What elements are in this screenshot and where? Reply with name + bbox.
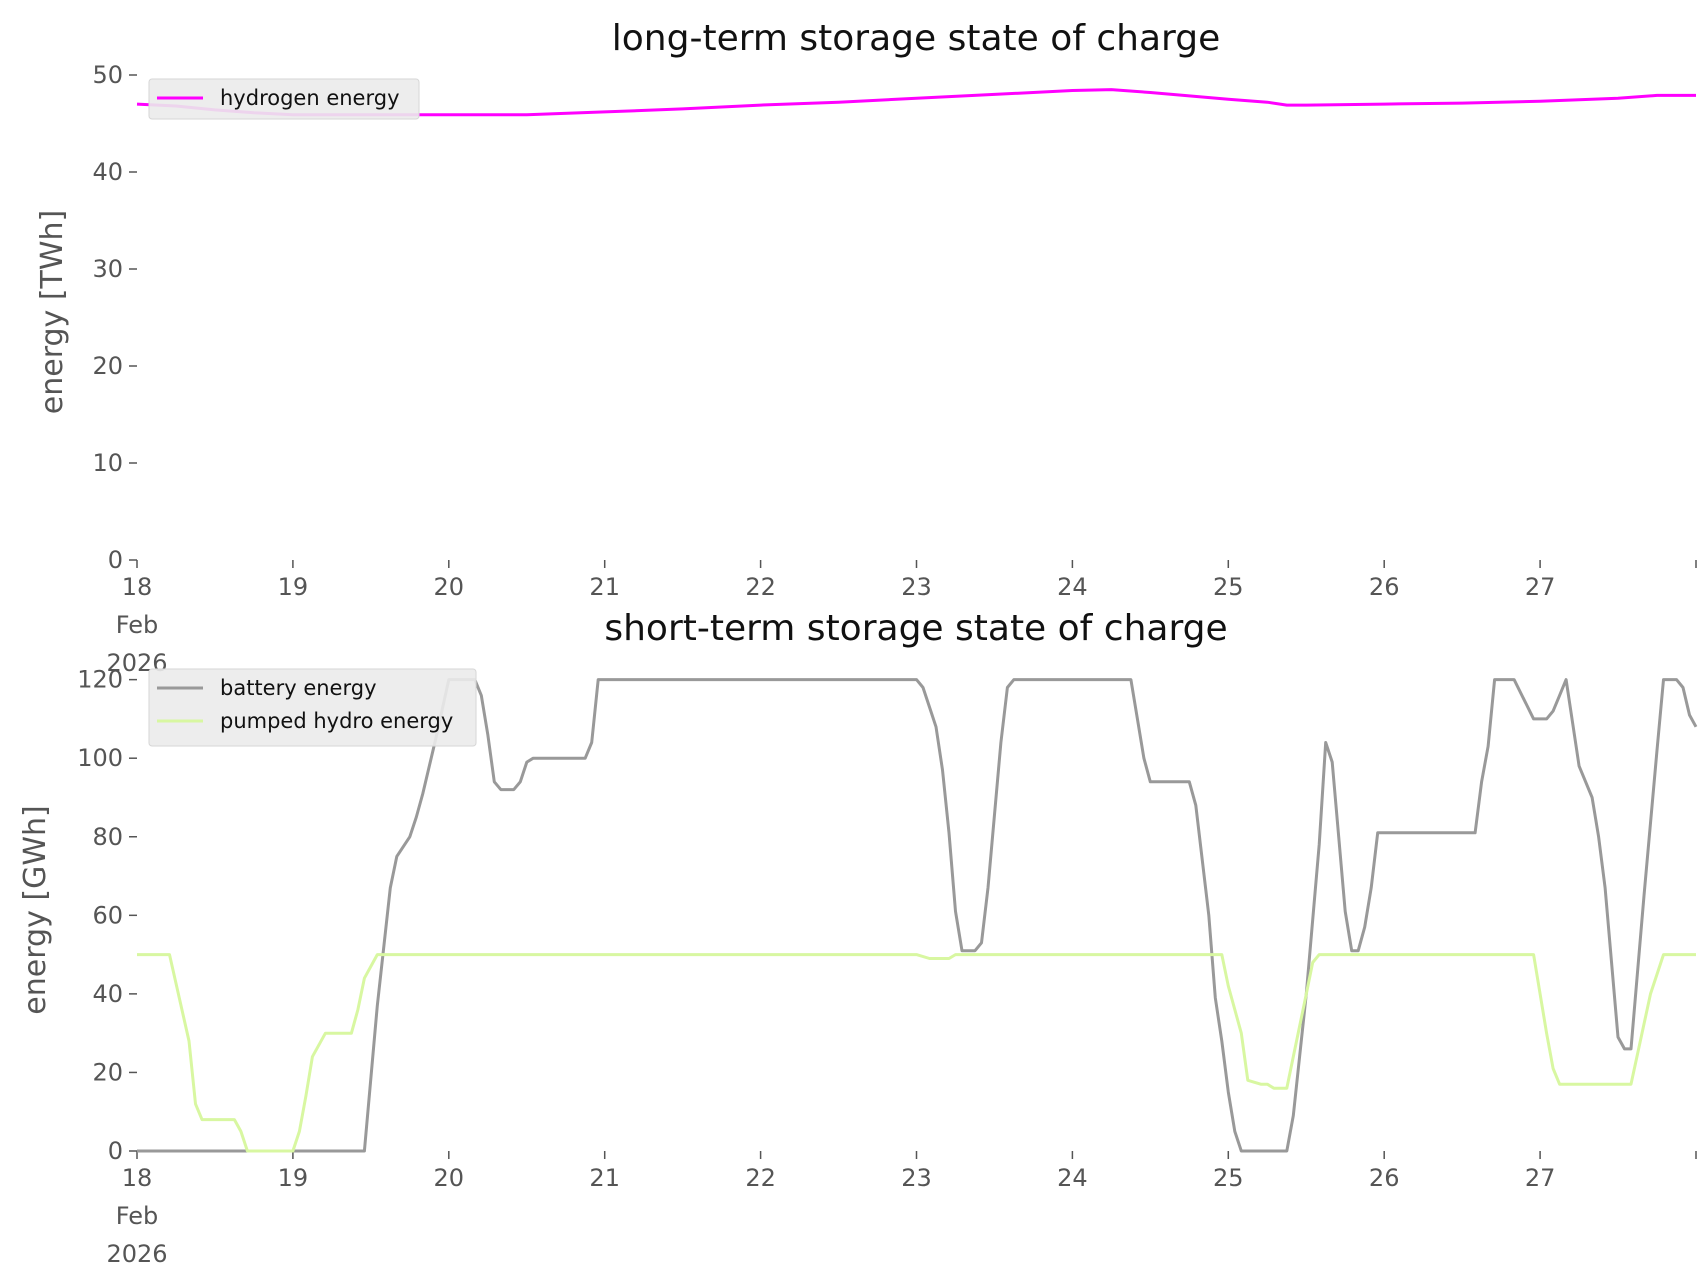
- x-tick-label: 18 Feb 2026: [106, 573, 167, 677]
- y-tick-label: 0: [108, 1137, 123, 1165]
- x-tick-label: 25: [1213, 1164, 1244, 1192]
- y-axis-ticks: 0 20 40 60 80 100 120: [77, 666, 137, 1165]
- x-tick-label: 26: [1369, 1164, 1400, 1192]
- y-axis-label: energy [TWh]: [35, 210, 70, 414]
- pumped-hydro-energy-line: [137, 953, 1696, 1153]
- legend: hydrogen energy: [148, 78, 420, 120]
- battery-energy-line: [137, 678, 1698, 1153]
- y-tick-label: 30: [92, 255, 123, 283]
- y-axis-ticks: 0 10 20 30 40 50: [92, 61, 137, 574]
- x-tick-label: 19: [278, 1164, 309, 1192]
- chart-title: long-term storage state of charge: [612, 18, 1220, 59]
- y-tick-label: 20: [92, 352, 123, 380]
- y-tick-label: 40: [92, 158, 123, 186]
- x-tick-label: 23: [901, 573, 932, 601]
- x-tick-label: 23: [901, 1164, 932, 1192]
- x-tick-label: 20: [434, 573, 465, 601]
- x-tick-label: 27: [1525, 1164, 1556, 1192]
- legend-label: hydrogen energy: [220, 86, 400, 110]
- x-tick-label: 21: [589, 573, 620, 601]
- x-tick-label: 25: [1213, 573, 1244, 601]
- x-axis-ticks: 18 Feb 2026 19 20 21 22 23 24 25 26 27: [106, 560, 1697, 677]
- y-tick-label: 0: [108, 546, 123, 574]
- legend-box: [148, 668, 477, 747]
- y-tick-label: 60: [92, 901, 123, 929]
- y-axis-label: energy [GWh]: [18, 805, 53, 1014]
- long-term-storage-chart: long-term storage state of charge energy…: [35, 18, 1697, 677]
- y-tick-label: 40: [92, 980, 123, 1008]
- x-tick-label: 21: [589, 1164, 620, 1192]
- x-tick-label: 19: [278, 573, 309, 601]
- y-tick-label: 80: [92, 823, 123, 851]
- y-tick-label: 10: [92, 449, 123, 477]
- x-tick-label: 27: [1525, 573, 1556, 601]
- x-tick-label: 18 Feb 2026: [106, 1164, 167, 1268]
- y-tick-label: 20: [92, 1058, 123, 1086]
- y-tick-label: 120: [77, 666, 123, 694]
- y-tick-label: 100: [77, 744, 123, 772]
- legend-label: battery energy: [220, 676, 377, 700]
- legend-label: pumped hydro energy: [220, 709, 453, 733]
- x-tick-label: 20: [434, 1164, 465, 1192]
- series-lines: [137, 678, 1698, 1153]
- short-term-storage-chart: short-term storage state of charge energ…: [18, 608, 1698, 1268]
- x-tick-label: 22: [745, 573, 776, 601]
- x-tick-label: 24: [1057, 573, 1088, 601]
- legend: battery energy pumped hydro energy: [148, 668, 477, 747]
- x-tick-label: 26: [1369, 573, 1400, 601]
- y-tick-label: 50: [92, 61, 123, 89]
- x-tick-label: 24: [1057, 1164, 1088, 1192]
- x-axis-ticks: 18 Feb 2026 19 20 21 22 23 24 25 26 27: [106, 1151, 1697, 1268]
- legend-box: [148, 78, 420, 120]
- chart-title: short-term storage state of charge: [604, 608, 1227, 649]
- x-tick-label: 22: [745, 1164, 776, 1192]
